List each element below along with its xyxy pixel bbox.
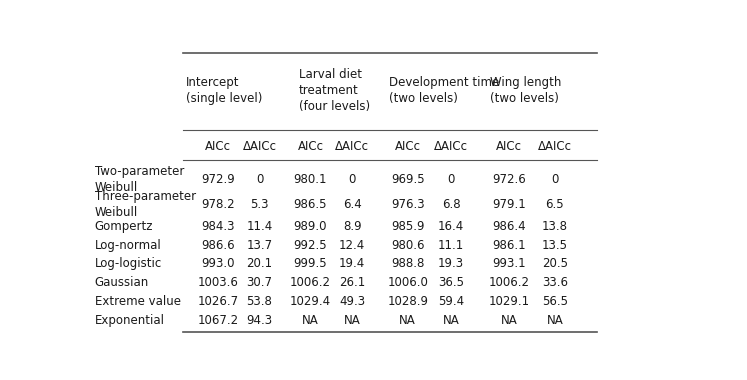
Text: Exponential: Exponential [95, 314, 164, 326]
Text: 59.4: 59.4 [438, 295, 464, 308]
Text: 13.5: 13.5 [542, 239, 568, 252]
Text: 1003.6: 1003.6 [197, 276, 238, 289]
Text: 6.5: 6.5 [545, 198, 564, 211]
Text: 993.0: 993.0 [201, 257, 235, 270]
Text: ΔAICc: ΔAICc [434, 140, 468, 153]
Text: ΔAICc: ΔAICc [243, 140, 276, 153]
Text: 988.8: 988.8 [391, 257, 424, 270]
Text: AICc: AICc [394, 140, 421, 153]
Text: 13.8: 13.8 [542, 220, 568, 233]
Text: Larval diet
treatment
(four levels): Larval diet treatment (four levels) [299, 68, 370, 114]
Text: NA: NA [500, 314, 518, 326]
Text: 1029.4: 1029.4 [290, 295, 331, 308]
Text: Gompertz: Gompertz [95, 220, 153, 233]
Text: 0: 0 [447, 173, 455, 186]
Text: 1006.2: 1006.2 [489, 276, 530, 289]
Text: 986.6: 986.6 [201, 239, 235, 252]
Text: Three-parameter
Weibull: Three-parameter Weibull [95, 190, 196, 218]
Text: 0: 0 [551, 173, 559, 186]
Text: 976.3: 976.3 [391, 198, 424, 211]
Text: 12.4: 12.4 [339, 239, 365, 252]
Text: 980.1: 980.1 [294, 173, 327, 186]
Text: 19.3: 19.3 [438, 257, 464, 270]
Text: 969.5: 969.5 [391, 173, 424, 186]
Text: 1067.2: 1067.2 [197, 314, 238, 326]
Text: 26.1: 26.1 [339, 276, 365, 289]
Text: 56.5: 56.5 [542, 295, 568, 308]
Text: 6.8: 6.8 [441, 198, 460, 211]
Text: 992.5: 992.5 [294, 239, 327, 252]
Text: ΔAICc: ΔAICc [335, 140, 369, 153]
Text: 980.6: 980.6 [391, 239, 424, 252]
Text: Two-parameter
Weibull: Two-parameter Weibull [95, 165, 184, 194]
Text: Extreme value: Extreme value [95, 295, 181, 308]
Text: Development time
(two levels): Development time (two levels) [388, 76, 499, 106]
Text: 19.4: 19.4 [339, 257, 365, 270]
Text: Log-normal: Log-normal [95, 239, 161, 252]
Text: 16.4: 16.4 [438, 220, 465, 233]
Text: AICc: AICc [205, 140, 231, 153]
Text: AICc: AICc [297, 140, 323, 153]
Text: ΔAICc: ΔAICc [538, 140, 571, 153]
Text: Gaussian: Gaussian [95, 276, 149, 289]
Text: 33.6: 33.6 [542, 276, 568, 289]
Text: 1006.2: 1006.2 [290, 276, 331, 289]
Text: 1028.9: 1028.9 [387, 295, 428, 308]
Text: AICc: AICc [496, 140, 522, 153]
Text: 0: 0 [255, 173, 263, 186]
Text: 20.1: 20.1 [247, 257, 273, 270]
Text: 94.3: 94.3 [247, 314, 273, 326]
Text: 1006.0: 1006.0 [387, 276, 428, 289]
Text: 985.9: 985.9 [391, 220, 424, 233]
Text: 20.5: 20.5 [542, 257, 568, 270]
Text: 1026.7: 1026.7 [197, 295, 238, 308]
Text: 999.5: 999.5 [294, 257, 327, 270]
Text: 49.3: 49.3 [339, 295, 365, 308]
Text: Intercept
(single level): Intercept (single level) [186, 76, 262, 106]
Text: 993.1: 993.1 [492, 257, 526, 270]
Text: 11.1: 11.1 [438, 239, 465, 252]
Text: NA: NA [546, 314, 563, 326]
Text: 1029.1: 1029.1 [489, 295, 530, 308]
Text: Log-logistic: Log-logistic [95, 257, 162, 270]
Text: 8.9: 8.9 [343, 220, 362, 233]
Text: 13.7: 13.7 [247, 239, 273, 252]
Text: 0: 0 [348, 173, 356, 186]
Text: 978.2: 978.2 [201, 198, 235, 211]
Text: 979.1: 979.1 [492, 198, 526, 211]
Text: 986.4: 986.4 [492, 220, 526, 233]
Text: 986.5: 986.5 [294, 198, 327, 211]
Text: 6.4: 6.4 [343, 198, 362, 211]
Text: 972.6: 972.6 [492, 173, 526, 186]
Text: 5.3: 5.3 [250, 198, 269, 211]
Text: 984.3: 984.3 [201, 220, 235, 233]
Text: NA: NA [443, 314, 459, 326]
Text: 986.1: 986.1 [492, 239, 526, 252]
Text: 53.8: 53.8 [247, 295, 273, 308]
Text: 11.4: 11.4 [247, 220, 273, 233]
Text: 989.0: 989.0 [294, 220, 327, 233]
Text: NA: NA [400, 314, 416, 326]
Text: NA: NA [302, 314, 319, 326]
Text: Wing length
(two levels): Wing length (two levels) [490, 76, 561, 106]
Text: 30.7: 30.7 [247, 276, 273, 289]
Text: NA: NA [344, 314, 361, 326]
Text: 36.5: 36.5 [438, 276, 464, 289]
Text: 972.9: 972.9 [201, 173, 235, 186]
